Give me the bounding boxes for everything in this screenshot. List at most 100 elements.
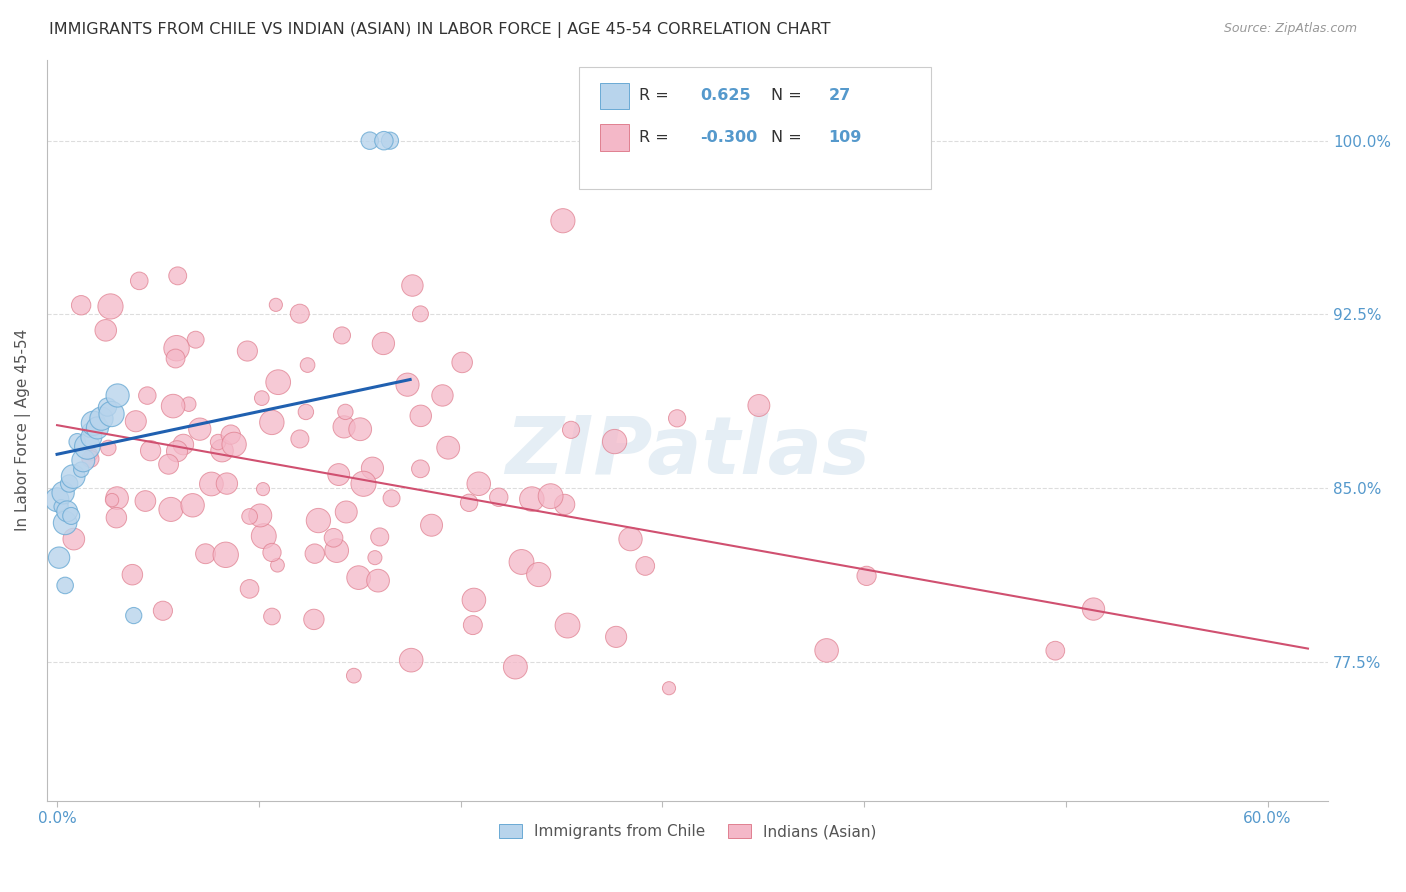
Point	[215, 548, 238, 562]
Point	[70, 462, 93, 476]
Point	[121, 567, 143, 582]
Point	[125, 414, 148, 428]
Point	[79, 451, 101, 466]
Point	[266, 558, 288, 573]
Point	[82, 417, 104, 431]
Point	[250, 391, 273, 405]
Point	[194, 547, 217, 561]
Point	[325, 543, 347, 558]
Point	[62, 532, 84, 546]
Point	[368, 530, 391, 544]
Point	[105, 510, 128, 524]
Point	[343, 668, 366, 682]
Point	[409, 462, 432, 476]
Point	[335, 505, 357, 519]
Text: N =: N =	[770, 88, 807, 103]
Point	[128, 274, 150, 288]
Point	[409, 409, 432, 423]
Point	[211, 443, 233, 458]
Point	[288, 432, 311, 446]
Point	[100, 407, 122, 421]
Point	[560, 423, 582, 437]
Text: R =: R =	[638, 130, 673, 145]
Point	[76, 440, 98, 454]
Point	[53, 516, 76, 530]
Point	[510, 555, 533, 569]
Text: N =: N =	[770, 130, 807, 145]
Point	[373, 336, 395, 351]
Point	[260, 609, 283, 624]
Point	[46, 492, 69, 507]
Point	[380, 491, 402, 506]
Point	[166, 444, 188, 458]
FancyBboxPatch shape	[579, 67, 931, 189]
Text: ZIPatlas: ZIPatlas	[505, 414, 870, 491]
Text: IMMIGRANTS FROM CHILE VS INDIAN (ASIAN) IN LABOR FORCE | AGE 45-54 CORRELATION C: IMMIGRANTS FROM CHILE VS INDIAN (ASIAN) …	[49, 22, 831, 38]
Y-axis label: In Labor Force | Age 45-54: In Labor Force | Age 45-54	[15, 329, 31, 532]
Point	[288, 307, 311, 321]
Point	[100, 300, 122, 314]
Text: 109: 109	[828, 130, 862, 145]
Point	[551, 213, 574, 227]
Point	[52, 485, 75, 500]
Point	[160, 502, 183, 516]
Point	[364, 550, 387, 565]
Point	[157, 458, 180, 472]
Point	[207, 435, 229, 450]
Point	[56, 504, 79, 518]
Point	[361, 461, 384, 475]
Point	[188, 422, 211, 436]
Point	[432, 388, 454, 402]
Point	[451, 355, 474, 369]
Point	[335, 405, 357, 419]
Point	[200, 477, 222, 491]
Point	[396, 377, 419, 392]
Point	[219, 427, 242, 442]
Point	[353, 476, 375, 491]
Point	[267, 375, 290, 389]
Point	[461, 618, 484, 632]
Bar	[600, 124, 628, 151]
Point	[236, 344, 259, 359]
Point	[122, 608, 145, 623]
Point	[307, 514, 329, 528]
Point	[322, 531, 344, 545]
Point	[378, 134, 401, 148]
Text: 27: 27	[828, 88, 851, 103]
Point	[162, 399, 184, 413]
Point	[260, 545, 283, 559]
Point	[177, 397, 200, 411]
Point	[72, 453, 94, 467]
Point	[94, 323, 117, 337]
Point	[172, 437, 194, 451]
Point	[80, 447, 103, 461]
Point	[53, 578, 76, 592]
Point	[619, 532, 641, 546]
Text: -0.300: -0.300	[700, 130, 758, 145]
Point	[748, 399, 770, 413]
Point	[62, 469, 84, 483]
Point	[165, 351, 187, 366]
Point	[420, 518, 443, 533]
Point	[658, 681, 681, 696]
Point	[302, 612, 325, 626]
Point	[239, 509, 262, 524]
Point	[554, 498, 576, 512]
Point	[463, 593, 485, 607]
Point	[238, 582, 260, 596]
Point	[437, 441, 460, 455]
Legend: Immigrants from Chile, Indians (Asian): Immigrants from Chile, Indians (Asian)	[492, 818, 883, 845]
Point	[605, 630, 627, 644]
Point	[505, 660, 527, 674]
Point	[666, 411, 689, 425]
Point	[166, 268, 188, 283]
Point	[101, 493, 124, 508]
Point	[603, 434, 626, 449]
Point	[49, 500, 72, 514]
Point	[1045, 643, 1067, 657]
Point	[297, 358, 319, 372]
Point	[79, 423, 101, 437]
Point	[409, 307, 432, 321]
Point	[367, 574, 389, 588]
Point	[184, 333, 207, 347]
